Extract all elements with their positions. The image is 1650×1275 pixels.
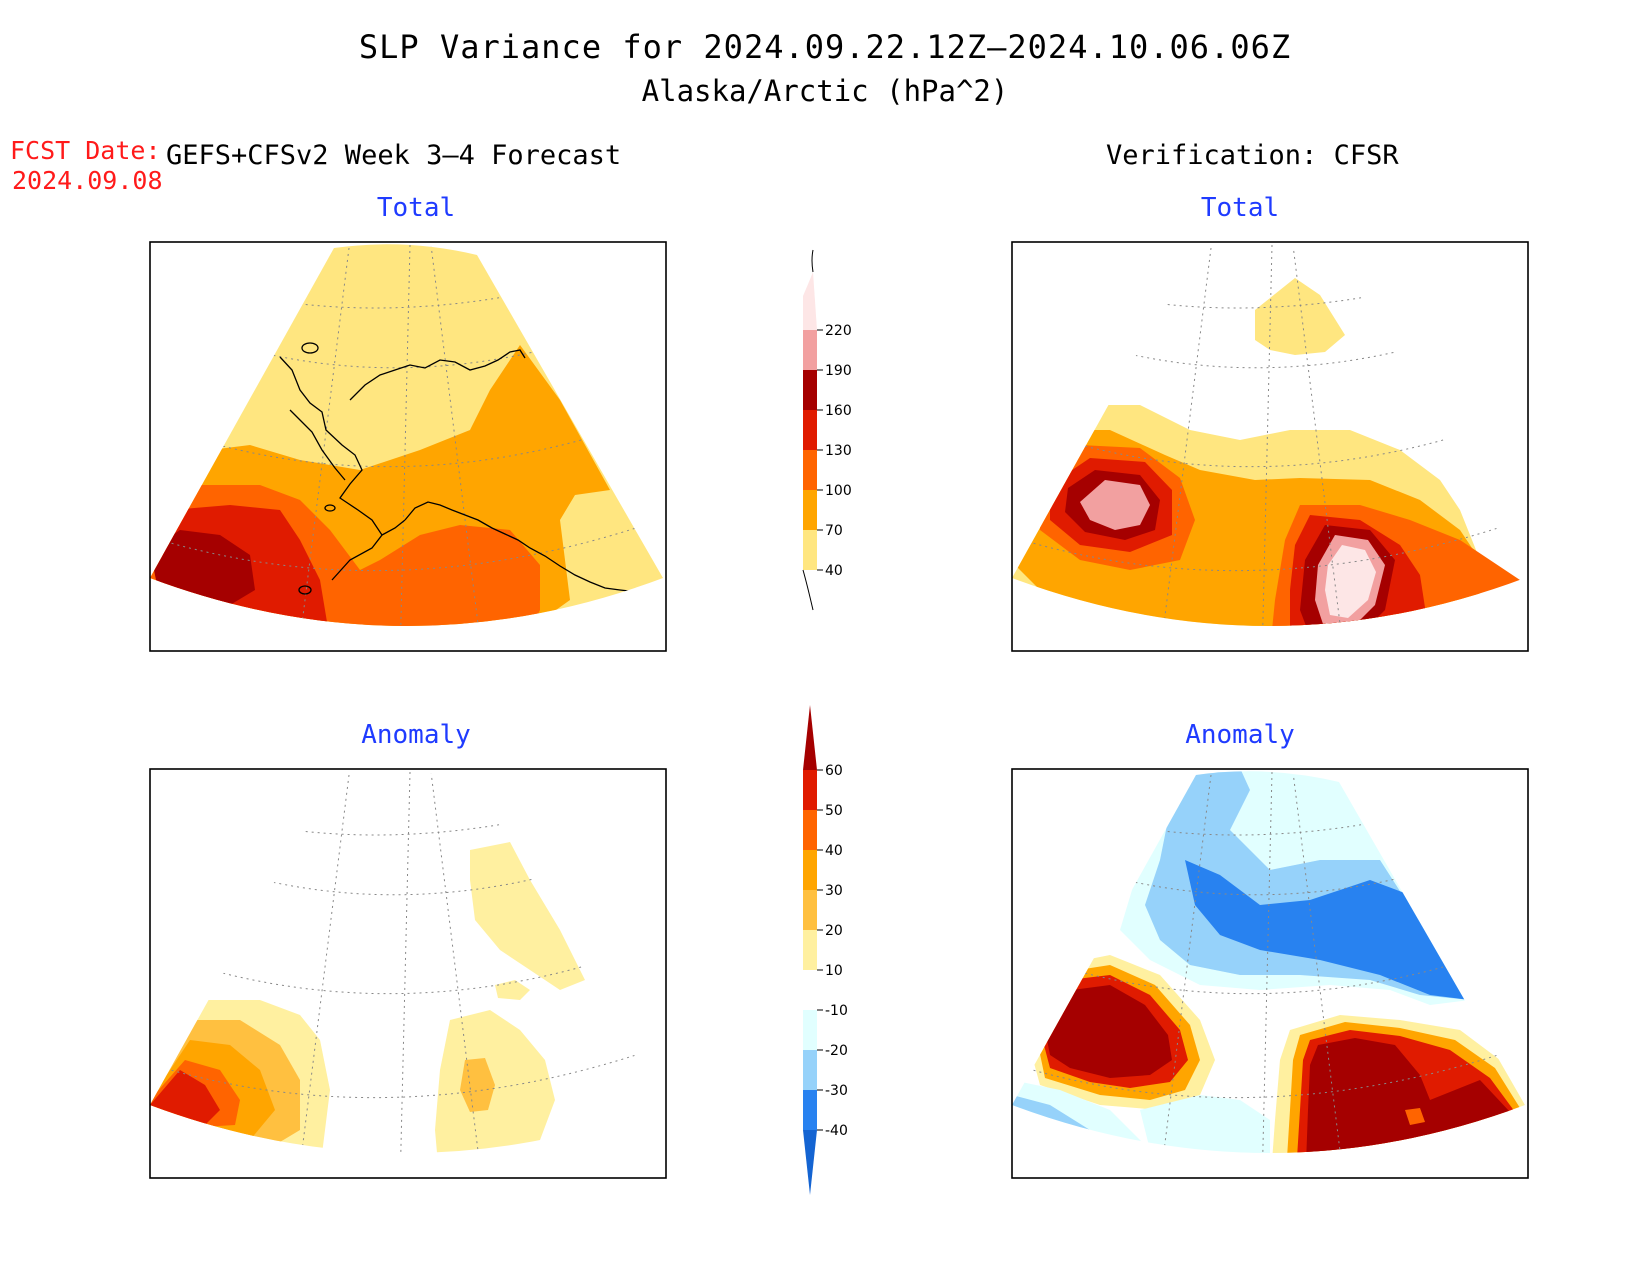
forecast-model-label: GEFS+CFSv2 Week 3–4 Forecast (166, 140, 622, 171)
colorbar-total-tick-label: 220 (825, 323, 852, 339)
colorbar-total-swatch (803, 490, 817, 530)
colorbar-anomaly-tick-label: 10 (825, 963, 843, 979)
colorbar-anomaly-swatch (803, 770, 817, 810)
map-panel-forecast-anomaly (149, 768, 667, 1179)
colorbar-total-tick-label: 190 (825, 363, 852, 379)
map-frame (1011, 241, 1529, 652)
colorbar-anomaly-swatch (803, 1050, 817, 1090)
colorbar-total-swatch (803, 410, 817, 450)
colorbar-total-tick-label: 40 (825, 563, 843, 579)
colorbar-anomaly-swatch (803, 930, 817, 970)
colorbar-anomaly-tick-label: 50 (825, 803, 843, 819)
figure-subtitle: Alaska/Arctic (hPa^2) (641, 74, 1009, 108)
colorbar-anomaly-swatch (803, 1090, 817, 1130)
colorbar-anomaly-swatch (803, 890, 817, 930)
map-frame (149, 241, 667, 652)
colorbar-total-tick-label: 70 (825, 523, 843, 539)
colorbar-anomaly-tick-label: 40 (825, 843, 843, 859)
colorbar-total-swatch (803, 272, 817, 330)
colorbar-anomaly-tick-label: -10 (825, 1003, 848, 1019)
colorbar-total: 40 70 100 130 160 190 220 (802, 249, 852, 611)
panel-title-forecast-anomaly: Anomaly (361, 720, 471, 750)
colorbar-anomaly-swatch (803, 705, 817, 770)
panel-title-verification-total: Total (1200, 193, 1280, 223)
colorbar-anomaly-swatch (803, 850, 817, 890)
colorbar-anomaly-tick-label: 60 (825, 763, 843, 779)
colorbar-anomaly-swatch (803, 970, 817, 1010)
map-panel-verification-anomaly (1011, 768, 1529, 1179)
colorbar-total-swatch (803, 530, 817, 570)
panel-title-forecast-total: Total (376, 193, 456, 223)
colorbar-anomaly-swatch (803, 810, 817, 850)
colorbar-total-swatch (803, 370, 817, 410)
colorbar-anomaly-swatch (803, 1130, 817, 1195)
forecast-date-value: 2024.09.08 (12, 166, 163, 195)
colorbar-anomaly-tick-label: 30 (825, 883, 843, 899)
colorbar-anomaly-tick-label: 20 (825, 923, 843, 939)
colorbar-anomaly-tick-label: -20 (825, 1043, 848, 1059)
colorbar-total-tick-label: 100 (825, 483, 852, 499)
colorbar-total-taper (802, 569, 814, 611)
colorbar-total-tick-label: 130 (825, 443, 852, 459)
colorbar-anomaly: -40 -30 -20 -10 10 20 30 40 50 60 (803, 705, 848, 1195)
panel-title-verification-anomaly: Anomaly (1185, 720, 1295, 750)
forecast-date-label: FCST Date: (10, 136, 161, 165)
map-panel-verification-total (1011, 241, 1529, 652)
colorbar-anomaly-swatch (803, 1010, 817, 1050)
colorbar-total-swatch (803, 450, 817, 490)
colorbar-total-taper (811, 249, 814, 273)
colorbar-anomaly-tick-label: -30 (825, 1083, 848, 1099)
colorbar-total-tick-label: 160 (825, 403, 852, 419)
verification-label: Verification: CFSR (1106, 140, 1399, 171)
colorbar-anomaly-tick-label: -40 (825, 1123, 848, 1139)
figure-title: SLP Variance for 2024.09.22.12Z–2024.10.… (358, 28, 1292, 66)
colorbar-total-swatch (803, 330, 817, 370)
map-frame (149, 768, 667, 1179)
map-frame (1011, 768, 1529, 1179)
map-panel-forecast-total (149, 241, 667, 652)
